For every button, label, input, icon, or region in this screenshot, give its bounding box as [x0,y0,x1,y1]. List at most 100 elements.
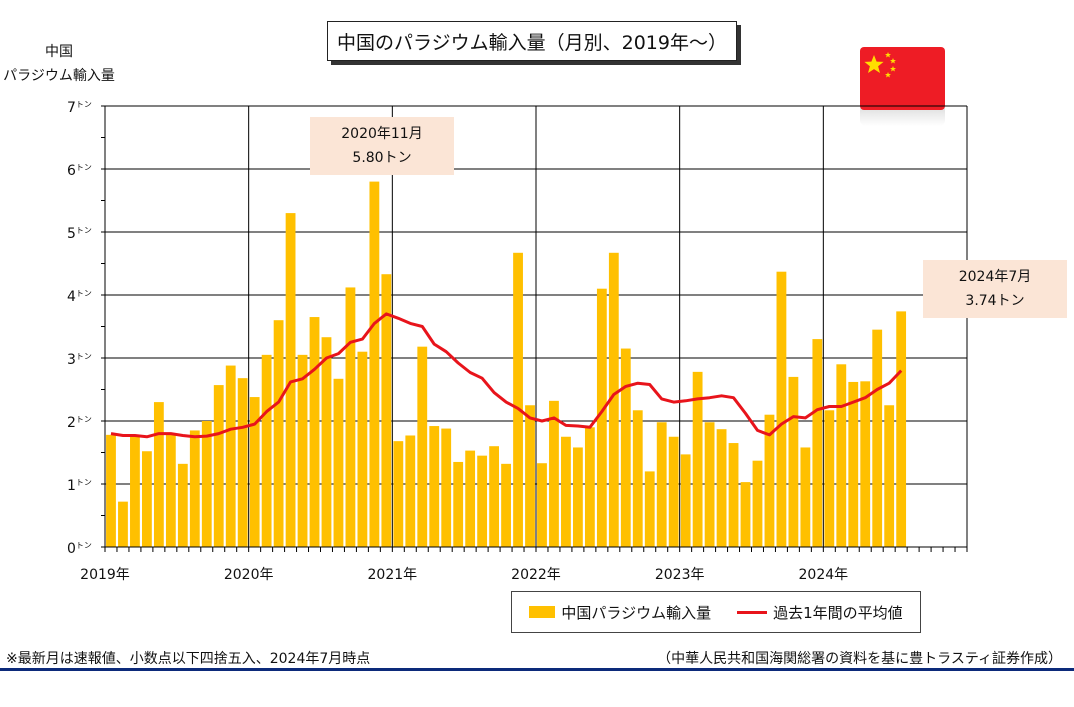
legend-line-swatch [737,610,768,614]
bar [644,471,655,547]
y-tick-label: 3トン [67,352,92,368]
bar [608,252,619,548]
bar [572,447,583,547]
callout-peak-date: 2020年11月 [341,126,423,142]
bar [453,461,464,547]
flag-small-star-4 [885,72,891,78]
bar [477,455,488,547]
bar [848,381,859,547]
callout-latest-date: 2024年7月 [958,269,1032,285]
bar [177,463,188,547]
x-tick-label: 2022年 [511,567,561,583]
bar [501,463,511,547]
grid-lines [105,105,968,547]
bar [237,378,248,547]
y-tick-label: 0トン [67,541,92,557]
callout-peak-value: 5.80トン [352,150,412,166]
bar [309,317,320,547]
bar [836,364,847,547]
bar [812,339,823,547]
y-axis-label: 中国 パラジウム輸入量 [0,40,118,88]
legend-item-bar: 中国パラジウム輸入量 [529,602,711,623]
x-tick-label: 2020年 [224,567,274,583]
bar [405,435,416,547]
legend-line-label: 過去1年間の平均値 [773,603,903,622]
bar [153,402,164,547]
bar [106,434,116,547]
bar [632,410,643,547]
bar [225,365,236,547]
callout-peak: 2020年11月 5.80トン [310,117,454,175]
bar [704,422,715,547]
bar [525,405,535,547]
axes [101,105,968,552]
bar [680,454,691,547]
bar [824,410,835,547]
bar [273,320,284,547]
bar [285,213,296,547]
bar [130,436,140,547]
bar [249,397,260,547]
bar [118,501,128,547]
bar [620,348,631,547]
y-tick-label: 2トン [67,415,92,431]
bar [896,311,907,547]
bar [441,428,452,547]
bar [261,354,272,547]
bar [213,385,224,547]
legend-item-line: 過去1年間の平均値 [737,602,903,623]
chart-title: 中国のパラジウム輸入量（月別、2019年〜） [327,21,737,61]
bar [393,441,404,547]
bar [201,421,212,547]
average-line [110,312,903,439]
y-tick-labels: 0トン 1トン 2トン 3トン 4トン 5トン 6トン 7トン [67,100,92,557]
bar [321,337,332,547]
bar [513,252,523,548]
footnote-left: ※最新月は速報値、小数点以下四捨五入、2024年7月時点 [6,651,371,667]
x-tick-label: 2023年 [655,567,705,583]
bar [141,451,152,547]
bar [369,181,380,547]
legend: 中国パラジウム輸入量 過去1年間の平均値 [511,591,921,633]
bar [788,376,799,547]
x-tick-label: 2019年 [80,567,130,583]
bar [465,450,476,547]
bar [884,405,895,547]
y-tick-label: 7トン [67,100,92,116]
bar [381,274,392,547]
bar [189,430,200,547]
bar [297,354,308,547]
bar-series [106,181,907,548]
callout-latest: 2024年7月 3.74トン [923,260,1067,318]
bar [872,329,883,547]
footnote-right: （中華人民共和国海関総署の資料を基に豊トラスティ証券作成） [657,651,1062,667]
bar [489,446,500,547]
bar [345,287,356,547]
flag-small-star-2 [890,58,896,64]
y-tick-label: 4トン [67,289,92,305]
bar [417,346,428,547]
x-tick-label: 2024年 [799,567,849,583]
bar [429,426,440,547]
bar [860,381,871,547]
y-tick-label: 6トン [67,163,92,179]
bar [333,378,344,547]
y-tick-label: 5トン [67,226,92,242]
bar [537,463,547,547]
flag-large-star [864,55,884,73]
bar [752,460,763,547]
bar [716,429,727,547]
x-tick-labels: 2019年 2020年 2021年 2022年 2023年 2024年 [80,567,848,583]
bar [165,433,176,547]
callout-latest-value: 3.74トン [965,293,1025,309]
bar [549,400,559,547]
bar [561,436,571,547]
legend-bar-swatch [529,606,556,618]
y-axis-label-line2: パラジウム輸入量 [3,68,115,84]
bar [800,447,811,547]
bar [357,351,368,547]
y-tick-label: 1トン [67,478,92,494]
bar [656,422,667,547]
legend-bar-label: 中国パラジウム輸入量 [561,603,712,622]
